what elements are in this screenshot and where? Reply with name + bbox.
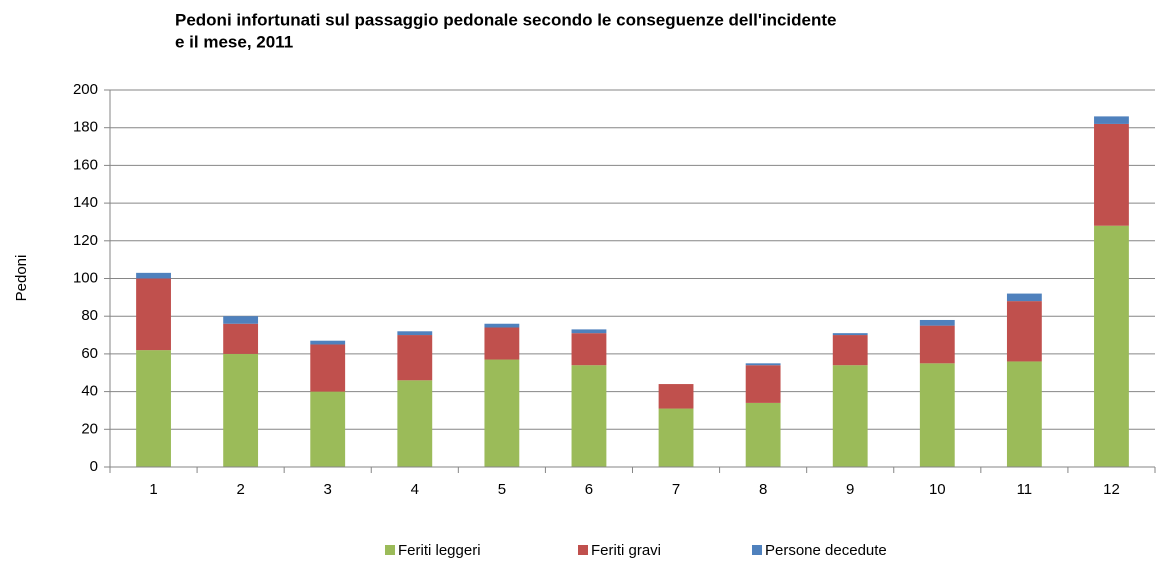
x-tick-label: 4 [411,481,419,498]
y-tick-label: 180 [73,119,98,136]
bar-segment [397,335,433,381]
bar-segment [136,278,171,351]
x-tick-label: 6 [585,481,593,498]
y-axis-label: Pedoni [13,255,30,302]
x-tick-label: 10 [929,481,946,498]
y-tick-label: 60 [81,345,98,362]
bar-segment [658,384,694,409]
bar-segment [571,333,607,366]
bar-segment [1006,293,1042,302]
bar-segment [919,363,955,467]
bar-segment [1094,123,1129,226]
x-tick-label: 12 [1103,481,1120,498]
y-tick-label: 200 [73,81,98,98]
x-tick-label: 11 [1017,481,1033,498]
bar-segment [919,319,955,326]
chart-title: Pedoni infortunati sul passaggio pedonal… [175,10,836,29]
bar-segment [745,402,781,467]
bar-segment [1006,301,1042,362]
bar-segment [658,408,694,467]
y-tick-label: 100 [73,269,98,286]
bar-segment [484,327,520,360]
x-tick-label: 1 [149,481,157,498]
bar-segment [397,380,433,467]
bar-segment [832,333,868,336]
y-tick-label: 40 [81,383,98,400]
x-tick-label: 5 [498,481,506,498]
y-tick-label: 140 [73,194,98,211]
bar-segment [484,359,520,467]
chart-title: e il mese, 2011 [175,32,293,51]
x-tick-label: 8 [759,481,767,498]
bar-segment [310,344,346,392]
x-tick-label: 3 [324,481,332,498]
bar-segment [310,391,346,467]
bar-segment [397,331,433,336]
bar-segment [745,365,781,403]
bar-segment [745,363,781,366]
x-tick-label: 9 [846,481,854,498]
legend-swatch [385,545,395,555]
legend-swatch [752,545,762,555]
legend-label: Persone decedute [765,542,887,559]
y-tick-label: 20 [81,420,98,437]
bar-segment [571,365,607,467]
bar-segment [223,316,259,324]
bar-segment [136,272,171,279]
bar-segment [832,365,868,467]
legend-label: Feriti gravi [591,542,661,559]
bar-segment [310,340,346,345]
bar-segment [223,353,259,467]
y-tick-label: 0 [90,458,98,475]
y-tick-label: 80 [81,307,98,324]
bar-segment [919,325,955,364]
x-tick-label: 7 [672,481,680,498]
bar-segment [1094,225,1129,467]
bar-segment [832,335,868,366]
bar-segment [136,350,171,467]
bar-segment [1094,116,1129,124]
x-tick-label: 2 [236,481,244,498]
bar-segment [223,323,259,354]
legend-label: Feriti leggeri [398,542,481,559]
legend-swatch [578,545,588,555]
y-tick-label: 120 [73,232,98,249]
y-tick-label: 160 [73,156,98,173]
bar-segment [1006,361,1042,467]
bar-segment [571,329,607,334]
bar-segment [484,323,520,328]
